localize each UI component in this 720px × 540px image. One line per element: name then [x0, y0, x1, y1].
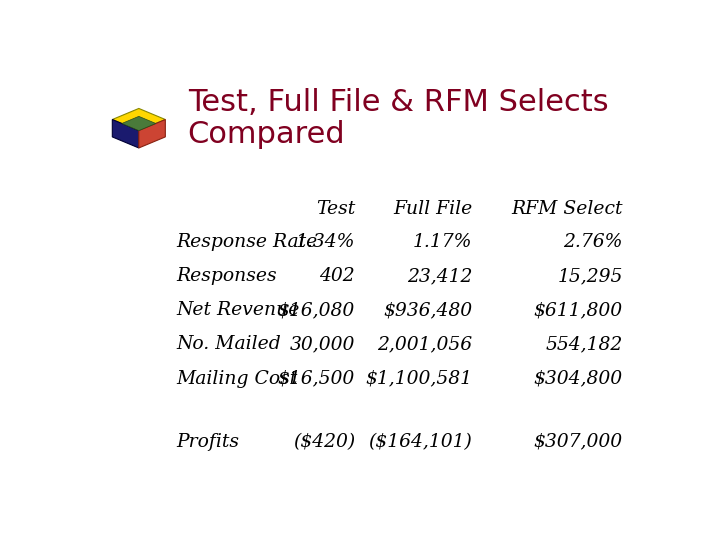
- Text: No. Mailed: No. Mailed: [176, 335, 282, 354]
- Text: Net Revenue: Net Revenue: [176, 301, 300, 319]
- Text: $1,100,581: $1,100,581: [365, 369, 472, 388]
- Text: ($164,101): ($164,101): [369, 433, 472, 451]
- Text: $16,080: $16,080: [278, 301, 355, 319]
- Text: 402: 402: [320, 267, 355, 285]
- Text: 2.76%: 2.76%: [563, 233, 623, 251]
- Text: Test, Full File & RFM Selects
Compared: Test, Full File & RFM Selects Compared: [188, 87, 608, 149]
- Text: $304,800: $304,800: [534, 369, 623, 388]
- Text: 1.17%: 1.17%: [413, 233, 472, 251]
- Text: Response Rate: Response Rate: [176, 233, 318, 251]
- Text: 30,000: 30,000: [289, 335, 355, 354]
- Polygon shape: [112, 119, 139, 148]
- Text: ($420): ($420): [293, 433, 355, 451]
- Text: Responses: Responses: [176, 267, 277, 285]
- Text: 554,182: 554,182: [546, 335, 623, 354]
- Polygon shape: [112, 109, 166, 131]
- Text: Mailing Cost: Mailing Cost: [176, 369, 298, 388]
- Text: Test: Test: [316, 200, 355, 218]
- Polygon shape: [139, 119, 166, 148]
- Text: Full File: Full File: [393, 200, 472, 218]
- Text: 1.34%: 1.34%: [295, 233, 355, 251]
- Polygon shape: [122, 116, 156, 131]
- Text: $307,000: $307,000: [534, 433, 623, 451]
- Text: 23,412: 23,412: [407, 267, 472, 285]
- Text: 2,001,056: 2,001,056: [377, 335, 472, 354]
- Text: Profits: Profits: [176, 433, 240, 451]
- Text: RFM Select: RFM Select: [511, 200, 623, 218]
- Text: $16,500: $16,500: [278, 369, 355, 388]
- Text: $611,800: $611,800: [534, 301, 623, 319]
- Text: $936,480: $936,480: [383, 301, 472, 319]
- Text: 15,295: 15,295: [557, 267, 623, 285]
